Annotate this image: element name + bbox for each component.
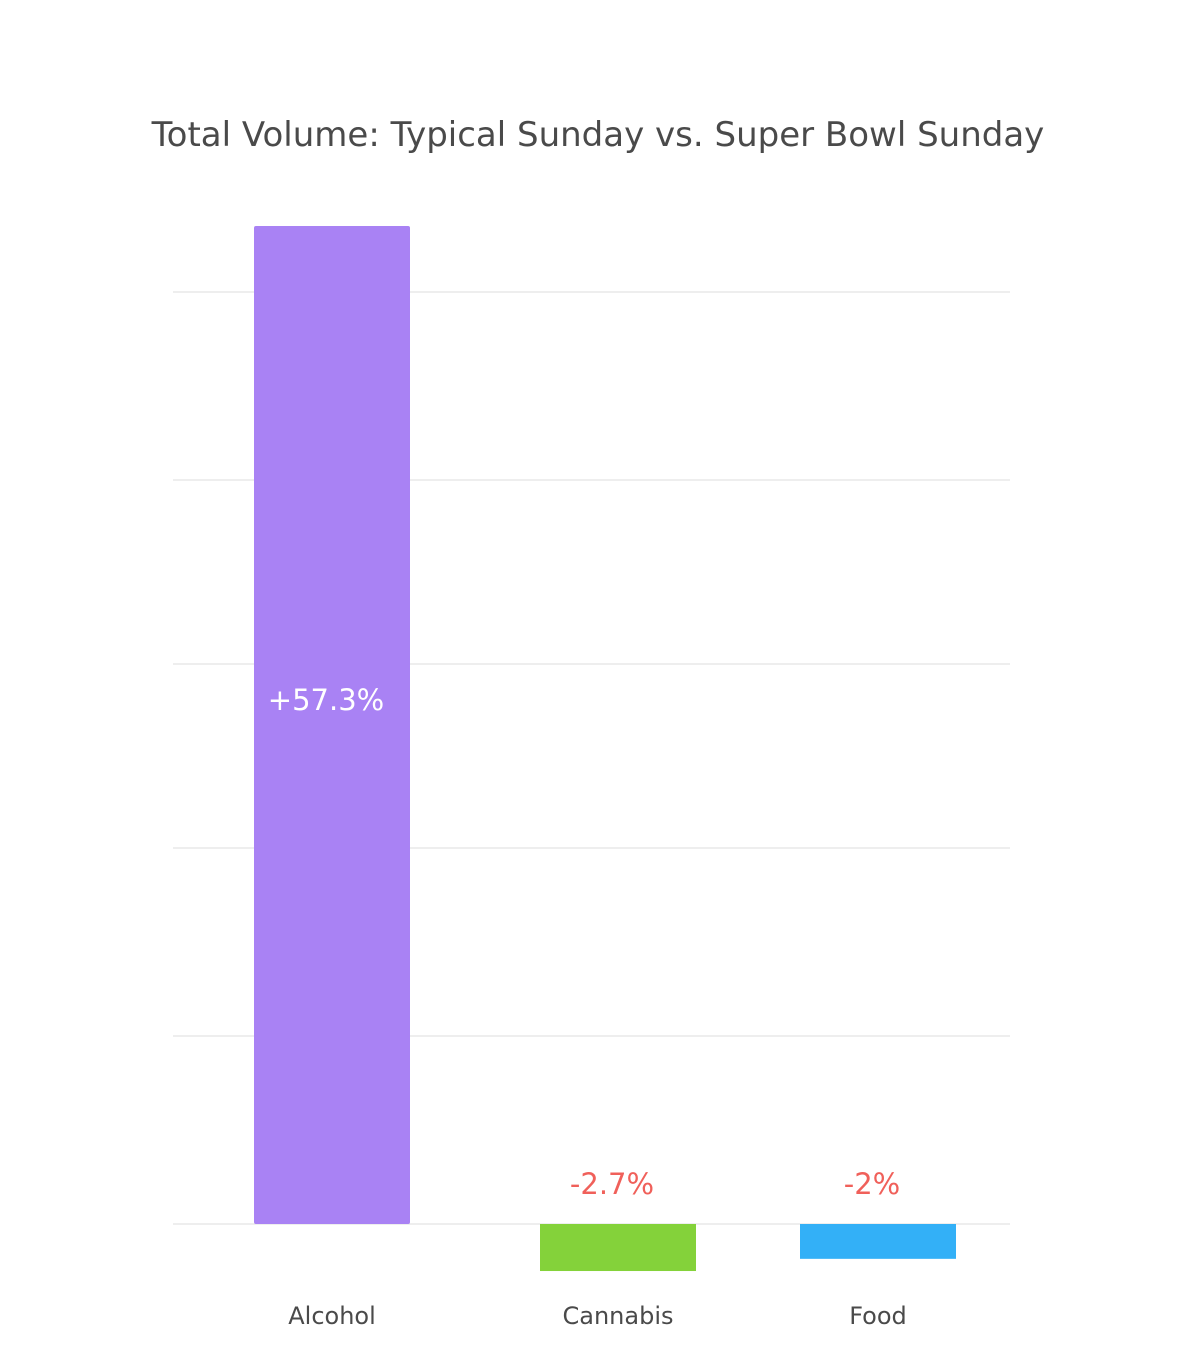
bar-food — [800, 1224, 956, 1259]
value-label-food: -2% — [844, 1167, 900, 1201]
category-labels: Alcohol Cannabis Food — [288, 1302, 907, 1330]
bar-cannabis — [540, 1224, 696, 1272]
bar-alcohol — [254, 226, 410, 1224]
category-label-alcohol: Alcohol — [288, 1302, 376, 1330]
category-label-food: Food — [849, 1302, 907, 1330]
chart-title: Total Volume: Typical Sunday vs. Super B… — [151, 115, 1045, 155]
value-label-alcohol: +57.3% — [268, 683, 384, 717]
category-label-cannabis: Cannabis — [563, 1302, 674, 1330]
value-labels: +57.3% -2.7% -2% — [268, 683, 900, 1201]
bars — [254, 226, 956, 1272]
value-label-cannabis: -2.7% — [570, 1167, 654, 1201]
